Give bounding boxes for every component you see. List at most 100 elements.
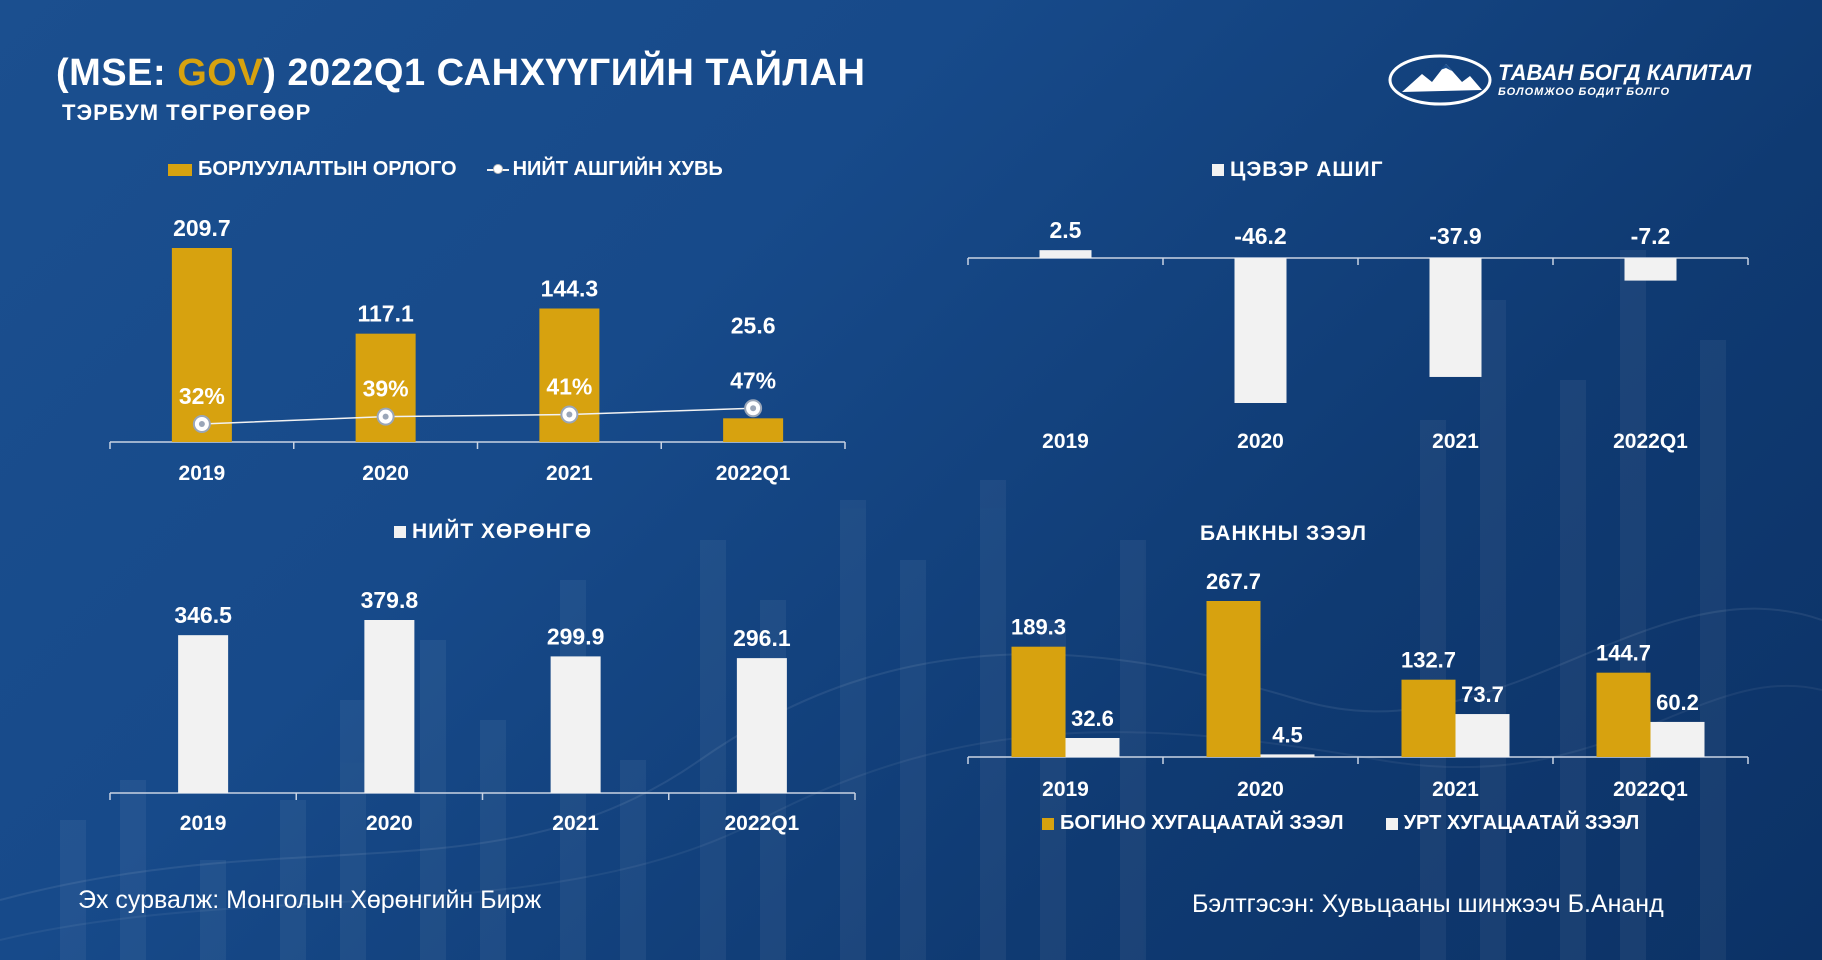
total-assets-bar-2021 [550, 656, 601, 793]
net-profit-value-label: -37.9 [1429, 223, 1481, 249]
x-tick-label-2021: 2021 [1432, 430, 1479, 453]
net-profit-chart-title: ЦЭВЭР АШИГ [1212, 158, 1384, 182]
net-profit-chart: 2.5 2019 -46.2 2020 -37.9 2021 -7.2 2022Q1 [967, 200, 1749, 460]
total-assets-bar-2020 [364, 620, 415, 793]
margin-point-center [382, 413, 389, 420]
bank-loans-chart: 189.3 32.6 2019 267.7 4.5 2020 132.7 73.7 2021 14… [967, 569, 1749, 810]
x-tick-label-2021: 2021 [552, 812, 599, 835]
bank-loan-bar-long-2020 [1260, 754, 1315, 757]
logo-name: ТАВАН БОГД КАПИТАЛ [1498, 60, 1752, 85]
legend-swatch-long-loan [1385, 817, 1398, 830]
revenue-chart: 209.7 2019 117.1 2020 144.3 2021 25.6 2022Q1 32%… [109, 200, 846, 490]
total-assets-title-text: НИЙТ ХӨРӨНГӨ [412, 520, 593, 543]
bank-loan-value-label: 4.5 [1272, 722, 1303, 747]
title-prefix: (MSE: [56, 52, 178, 94]
margin-value-label: 41% [546, 374, 592, 400]
title-ticker: GOV [177, 52, 264, 94]
x-tick-label-2022q1: 2022Q1 [1613, 430, 1688, 453]
legend-label-revenue: БОРЛУУЛАЛТЫН ОРЛОГО [198, 158, 457, 180]
legend-label-margin: НИЙТ АШГИЙН ХУВЬ [512, 158, 723, 180]
margin-point-center [198, 421, 205, 427]
x-tick-label-2022q1: 2022Q1 [1613, 778, 1688, 801]
x-tick-label-2022q1: 2022Q1 [716, 462, 791, 485]
revenue-value-label: 117.1 [357, 301, 413, 327]
margin-value-label: 32% [179, 383, 225, 409]
total-assets-value-label: 296.1 [733, 625, 791, 651]
x-tick-label-2020: 2020 [1237, 430, 1284, 453]
legend-swatch-margin [486, 163, 509, 174]
revenue-chart-svg: 209.7 2019 117.1 2020 144.3 2021 25.6 2022Q1 32%… [109, 215, 846, 485]
x-tick-label-2019: 2019 [1042, 778, 1089, 801]
bank-loans-chart-title: БАНКНЫ ЗЭЭЛ [1200, 522, 1367, 545]
net-profit-chart-svg: 2.5 2019 -46.2 2020 -37.9 2021 -7.2 2022Q1 [967, 217, 1749, 453]
total-assets-chart: 346.5 2019 379.8 2020 299.9 2021 296.1 2022Q1 [109, 580, 856, 840]
x-tick-label-2020: 2020 [366, 812, 413, 835]
revenue-value-label: 25.6 [731, 312, 776, 338]
legend-item-margin: НИЙТ АШГИЙН ХУВЬ [486, 158, 723, 181]
bank-loan-value-label: 60.2 [1656, 690, 1699, 715]
net-profit-value-label: -7.2 [1631, 223, 1671, 249]
bank-loan-bar-long-2019 [1065, 738, 1120, 757]
x-tick-label-2021: 2021 [546, 462, 593, 485]
net-profit-value-label: -46.2 [1234, 223, 1286, 249]
margin-point-center [566, 411, 573, 418]
x-tick-label-2020: 2020 [362, 462, 409, 485]
margin-line [201, 407, 754, 425]
revenue-chart-legend: БОРЛУУЛАЛТЫН ОРЛОГО НИЙТ АШГИЙН ХУВЬ [168, 158, 723, 181]
legend-label-short-loan: БОГИНО ХУГАЦААТАЙ ЗЭЭЛ [1060, 812, 1344, 834]
page-subtitle: ТЭРБУМ ТӨГРӨГӨӨР [62, 100, 312, 125]
mountain-logo-icon [1388, 54, 1492, 106]
total-assets-bar-2019 [178, 635, 229, 793]
bank-loan-bar-short-2020 [1206, 601, 1261, 757]
total-assets-value-label: 346.5 [174, 602, 232, 628]
margin-value-label: 47% [730, 367, 776, 393]
prepared-by-note: Бэлтгэсэн: Хувьцааны шинжээч Б.Ананд [1192, 890, 1664, 918]
x-tick-label-2021: 2021 [1432, 778, 1479, 801]
bank-loan-value-label: 189.3 [1011, 615, 1066, 640]
bank-loan-value-label: 267.7 [1206, 569, 1261, 594]
bank-loan-value-label: 144.7 [1596, 641, 1651, 666]
total-assets-bar-2022q1 [736, 658, 787, 793]
bank-loans-legend: БОГИНО ХУГАЦААТАЙ ЗЭЭЛ УРТ ХУГАЦААТАЙ ЗЭ… [1042, 812, 1639, 835]
x-tick-label-2019: 2019 [1042, 430, 1089, 453]
net-profit-bar-2020 [1234, 258, 1287, 403]
page-title: (MSE: GOV) 2022Q1 САНХҮҮГИЙН ТАЙЛАН [56, 52, 865, 95]
bank-loan-value-label: 32.6 [1071, 706, 1114, 731]
x-tick-label-2019: 2019 [180, 812, 227, 835]
legend-swatch-total-assets [394, 526, 406, 538]
bank-loan-bar-long-2021 [1455, 714, 1510, 757]
title-suffix: ) 2022Q1 САНХҮҮГИЙН ТАЙЛАН [263, 52, 866, 94]
legend-swatch-short-loan [1042, 817, 1054, 830]
revenue-bar-2019 [171, 248, 232, 442]
bank-loan-value-label: 132.7 [1401, 648, 1456, 673]
x-tick-label-2020: 2020 [1237, 778, 1284, 801]
net-profit-bar-2021 [1429, 258, 1482, 377]
net-profit-bar-2022q1 [1624, 258, 1677, 281]
legend-swatch-net-profit [1212, 164, 1224, 176]
bank-loan-bar-short-2019 [1011, 646, 1066, 757]
total-assets-chart-svg: 346.5 2019 379.8 2020 299.9 2021 296.1 2022Q1 [109, 587, 856, 835]
source-note: Эх сурвалж: Монголын Хөрөнгийн Бирж [78, 886, 542, 914]
bank-loan-value-label: 73.7 [1461, 682, 1504, 707]
bank-loan-bar-short-2022q1 [1596, 672, 1651, 757]
net-profit-value-label: 2.5 [1050, 217, 1082, 243]
company-logo: ТАВАН БОГД КАПИТАЛ БОЛОМЖОО БОДИТ БОЛГО [1388, 52, 1752, 112]
total-assets-chart-title: НИЙТ ХӨРӨНГӨ [394, 520, 592, 544]
x-tick-label-2022q1: 2022Q1 [725, 812, 800, 835]
revenue-bar-2022q1 [723, 418, 784, 442]
bank-loan-bar-short-2021 [1401, 679, 1456, 757]
legend-label-long-loan: УРТ ХУГАЦААТАЙ ЗЭЭЛ [1403, 812, 1640, 834]
revenue-value-label: 209.7 [173, 215, 231, 241]
logo-tagline: БОЛОМЖОО БОДИТ БОЛГО [1498, 86, 1671, 98]
total-assets-value-label: 299.9 [547, 623, 605, 649]
bank-loans-chart-svg: 189.3 32.6 2019 267.7 4.5 2020 132.773.7 2021 14… [967, 569, 1749, 801]
margin-point-center [750, 405, 757, 412]
net-profit-bar-2019 [1039, 250, 1092, 258]
margin-value-label: 39% [363, 376, 409, 402]
bank-loan-bar-long-2022q1 [1650, 721, 1705, 757]
x-tick-label-2019: 2019 [179, 462, 226, 485]
net-profit-title-text: ЦЭВЭР АШИГ [1230, 158, 1384, 181]
revenue-value-label: 144.3 [541, 276, 599, 302]
total-assets-value-label: 379.8 [361, 587, 419, 613]
legend-swatch-revenue [168, 163, 192, 176]
